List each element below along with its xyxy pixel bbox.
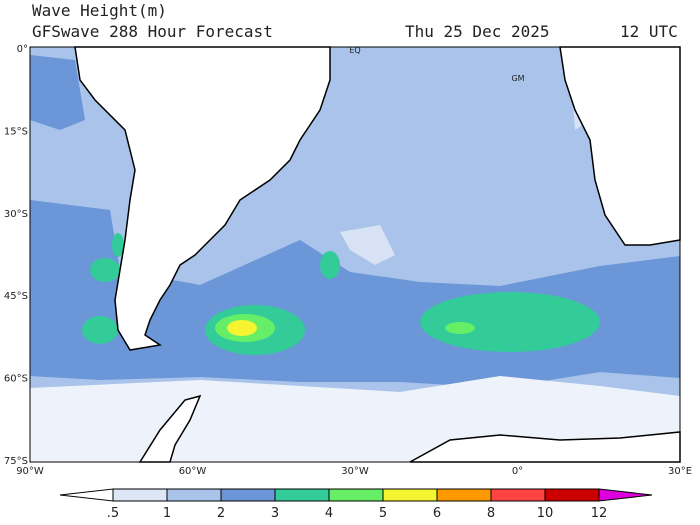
colorbar-label: 10 [537,506,554,521]
colorbar-labels: .5 1 2 3 4 5 6 8 10 12 [107,506,607,521]
colorbar-label: 2 [217,506,225,521]
map [29,46,681,463]
lat-labels: 0° 15°S 30°S 45°S 60°S 75°S [4,44,28,467]
lat-label: 0° [17,44,28,55]
lat-label: 15°S [4,126,28,137]
colorbar-label: 6 [433,506,441,521]
place-label: GM [511,74,524,83]
lon-label: 60°W [179,466,207,477]
colorbar-label: 5 [379,506,387,521]
lat-label: 30°S [4,209,28,220]
title: Wave Height(m) [32,1,167,20]
lon-label: 30°E [668,466,692,477]
colorbar-label: .5 [107,506,119,521]
lat-label: 60°S [4,374,28,385]
time: 12 UTC [620,22,678,41]
place-label: EQ [349,46,360,55]
lat-label: 75°S [4,456,28,467]
colorbar-label: 8 [487,506,495,521]
subtitle: GFSwave 288 Hour Forecast [32,22,273,41]
colorbar-label: 1 [163,506,171,521]
colorbar [59,488,653,502]
colorbar-label: 4 [325,506,333,521]
lon-label: 0° [512,466,523,477]
lon-label: 90°W [16,466,44,477]
lat-label: 45°S [4,291,28,302]
colorbar-label: 12 [591,506,608,521]
lon-labels: 90°W 60°W 30°W 0° 30°E [16,466,692,477]
colorbar-label: 3 [271,506,279,521]
date: Thu 25 Dec 2025 [405,22,550,41]
lon-label: 30°W [341,466,369,477]
